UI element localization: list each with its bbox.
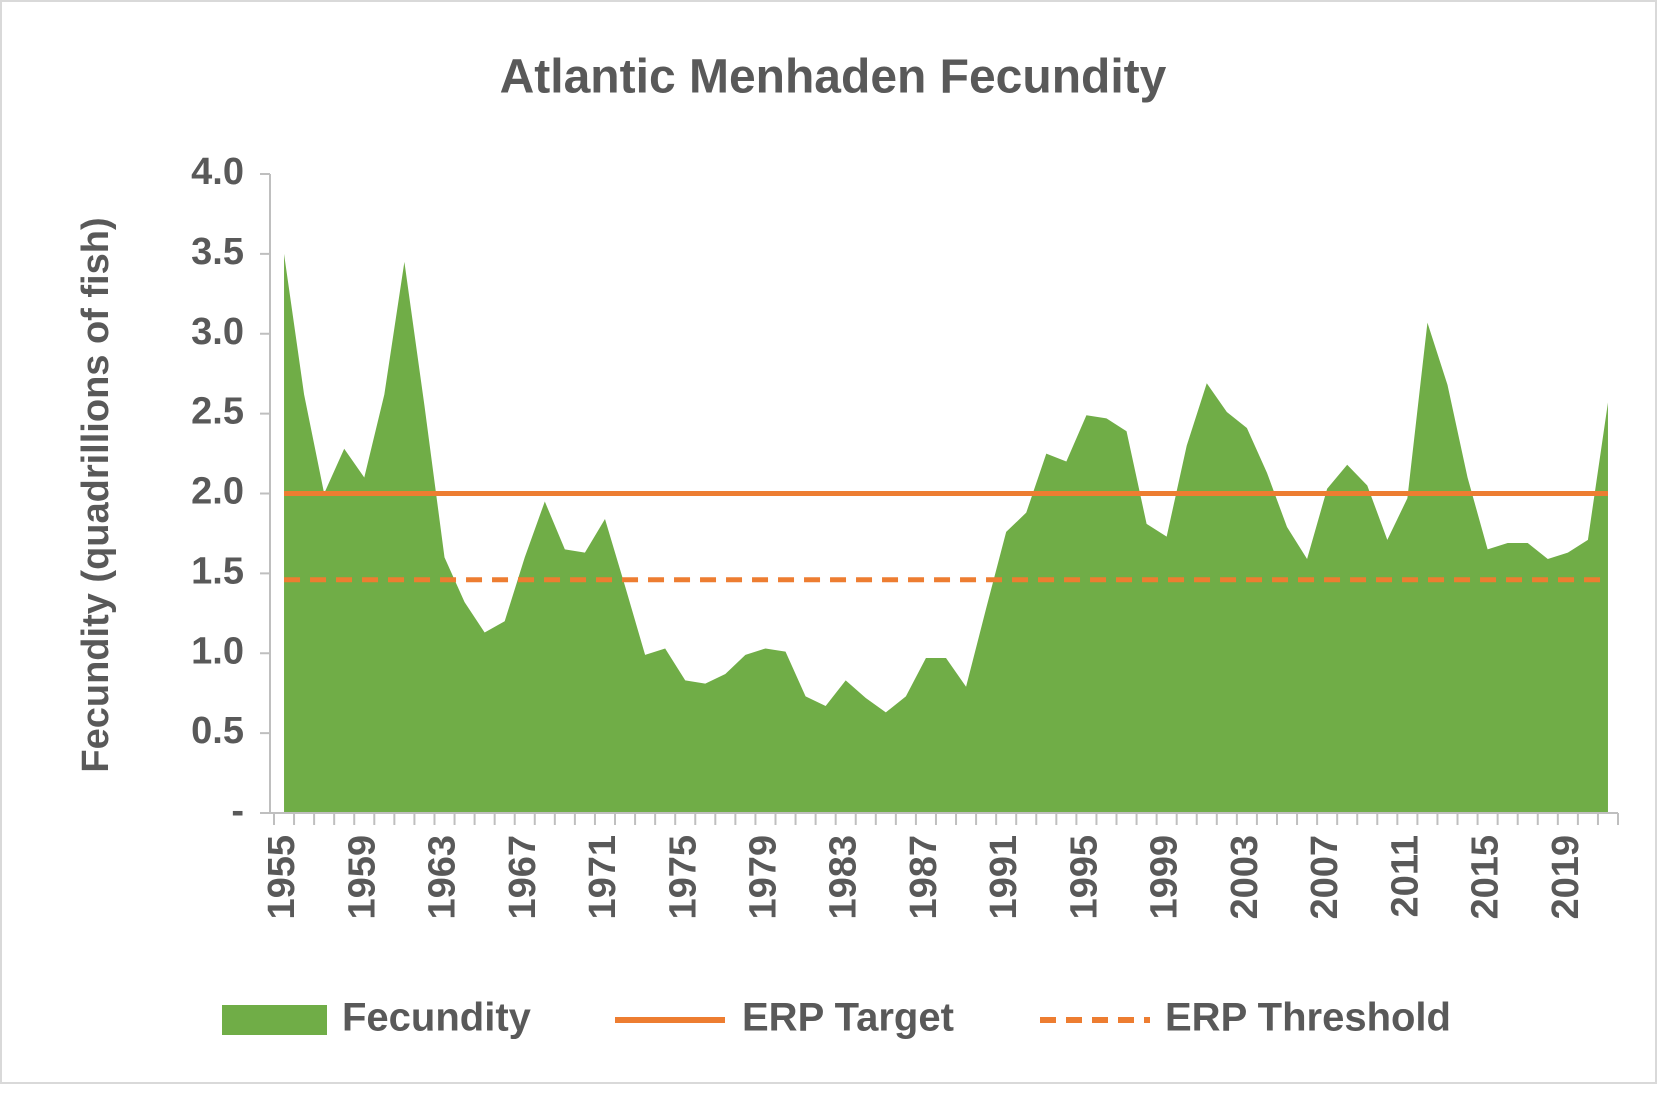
x-tick-label: 1991 <box>983 835 1025 920</box>
legend-swatch <box>222 1005 327 1035</box>
x-tick-label: 1967 <box>502 835 544 920</box>
x-tick-label: 1975 <box>662 835 704 920</box>
x-tick-label: 1999 <box>1144 835 1186 920</box>
x-tick-label: 2019 <box>1545 835 1587 920</box>
y-tick-label: - <box>231 790 244 832</box>
y-tick-label: 1.5 <box>191 550 244 592</box>
y-axis-label: Fecundity (quadrillions of fish) <box>75 217 117 772</box>
x-tick-label: 1995 <box>1063 835 1105 920</box>
y-tick-label: 4.0 <box>191 151 244 193</box>
y-tick-label: 3.0 <box>191 311 244 353</box>
y-tick-label: 1.0 <box>191 630 244 672</box>
x-tick-label: 1987 <box>903 835 945 920</box>
x-tick-label: 2007 <box>1304 835 1346 920</box>
x-tick-label: 1983 <box>823 835 865 920</box>
y-tick-label: 3.5 <box>191 231 244 273</box>
x-tick-label: 2003 <box>1224 835 1266 920</box>
x-tick-label: 2011 <box>1384 835 1426 917</box>
x-tick-label: 1955 <box>261 835 303 920</box>
area <box>284 253 1608 813</box>
x-tick-label: 1971 <box>582 835 624 920</box>
legend-label: ERP Threshold <box>1165 996 1451 1040</box>
y-tick-label: 2.0 <box>191 471 244 513</box>
x-tick-label: 1979 <box>742 835 784 920</box>
legend-label: ERP Target <box>742 996 954 1040</box>
x-tick-label: 2015 <box>1465 835 1507 920</box>
legend-label: Fecundity <box>342 996 532 1040</box>
chart-title: Atlantic Menhaden Fecundity <box>500 51 1167 104</box>
y-tick-label: 0.5 <box>191 710 244 752</box>
x-tick-label: 1959 <box>341 835 383 920</box>
x-tick-label: 1963 <box>422 835 464 920</box>
y-tick-label: 2.5 <box>191 391 244 433</box>
